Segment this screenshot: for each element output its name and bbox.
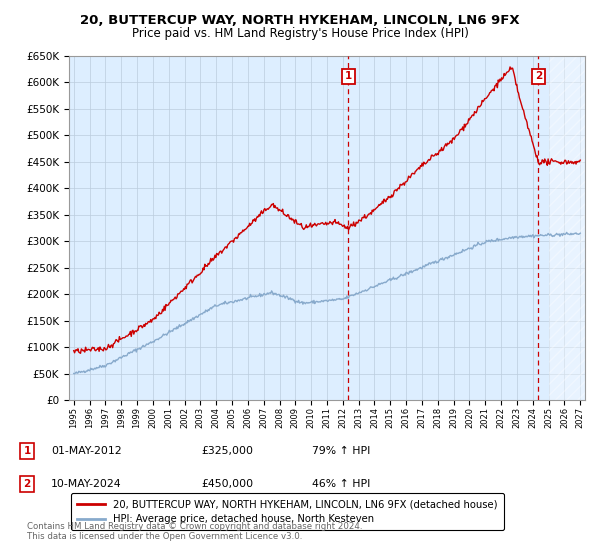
Text: 79% ↑ HPI: 79% ↑ HPI: [312, 446, 370, 456]
Text: Contains HM Land Registry data © Crown copyright and database right 2024.
This d: Contains HM Land Registry data © Crown c…: [27, 522, 362, 542]
Text: 2: 2: [535, 72, 542, 82]
Text: £325,000: £325,000: [201, 446, 253, 456]
Bar: [548, 56, 588, 400]
Text: Price paid vs. HM Land Registry's House Price Index (HPI): Price paid vs. HM Land Registry's House …: [131, 27, 469, 40]
Text: 20, BUTTERCUP WAY, NORTH HYKEHAM, LINCOLN, LN6 9FX: 20, BUTTERCUP WAY, NORTH HYKEHAM, LINCOL…: [80, 14, 520, 27]
Text: 2: 2: [23, 479, 31, 489]
Text: 01-MAY-2012: 01-MAY-2012: [51, 446, 122, 456]
Text: 10-MAY-2024: 10-MAY-2024: [51, 479, 122, 489]
Text: 1: 1: [344, 72, 352, 82]
Text: 1: 1: [23, 446, 31, 456]
Legend: 20, BUTTERCUP WAY, NORTH HYKEHAM, LINCOLN, LN6 9FX (detached house), HPI: Averag: 20, BUTTERCUP WAY, NORTH HYKEHAM, LINCOL…: [71, 493, 504, 530]
Text: 46% ↑ HPI: 46% ↑ HPI: [312, 479, 370, 489]
Text: £450,000: £450,000: [201, 479, 253, 489]
